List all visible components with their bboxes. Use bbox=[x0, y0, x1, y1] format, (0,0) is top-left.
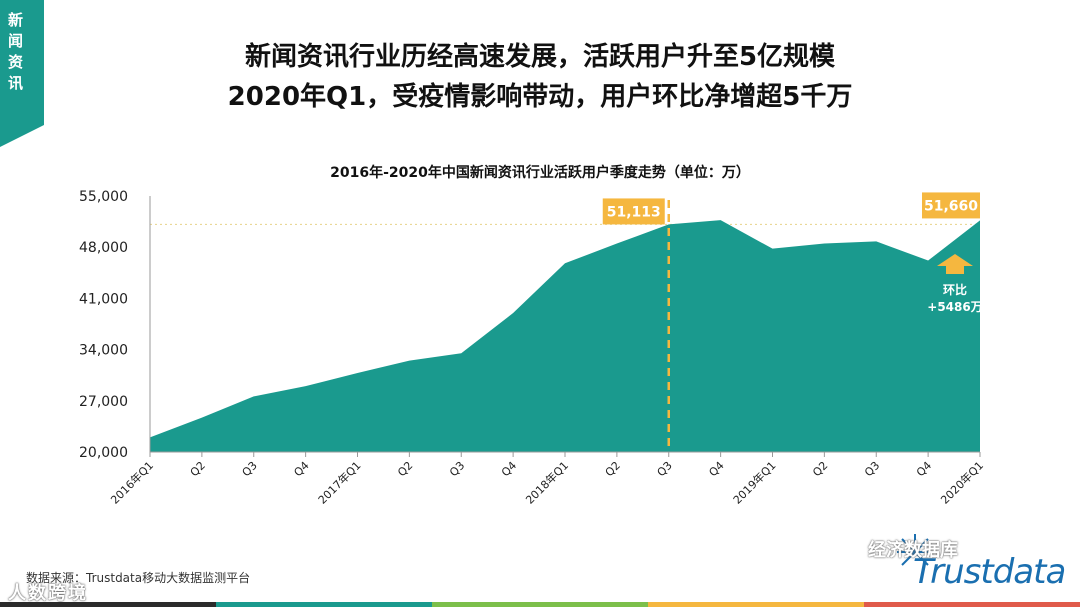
y-tick-label: 20,000 bbox=[79, 445, 128, 461]
bar-segment bbox=[216, 602, 432, 607]
change-label-line1: 环比 bbox=[943, 282, 967, 297]
value-label-51660: 51,660 bbox=[924, 198, 978, 214]
y-tick-label: 27,000 bbox=[79, 394, 128, 410]
up-arrow-icon bbox=[937, 254, 973, 274]
section-tab-label: 新闻资讯 bbox=[8, 11, 24, 92]
bottom-color-bar bbox=[0, 602, 1080, 607]
value-label-51113: 51,113 bbox=[607, 204, 661, 220]
x-tick-label: 2018年Q1 bbox=[523, 458, 572, 507]
watermark-right: 经济数据库 bbox=[868, 540, 958, 561]
value-label-box bbox=[602, 198, 665, 225]
bar-segment bbox=[0, 602, 216, 607]
y-tick-label: 41,000 bbox=[79, 291, 128, 307]
series-area bbox=[150, 220, 980, 452]
y-tick-label: 55,000 bbox=[79, 189, 128, 205]
section-tab bbox=[0, 0, 44, 147]
x-tick-label: Q4 bbox=[291, 459, 311, 479]
x-tick-label: 2016年Q1 bbox=[108, 458, 157, 507]
x-tick-label: 2020年Q1 bbox=[938, 458, 987, 507]
brand-logo: Trustdata bbox=[913, 552, 1066, 592]
x-tick-label: Q3 bbox=[240, 459, 260, 479]
bar-segment bbox=[864, 602, 1080, 607]
x-tick-label: Q2 bbox=[188, 459, 208, 479]
y-tick-label: 48,000 bbox=[79, 240, 128, 256]
value-label-box bbox=[922, 192, 980, 219]
x-tick-label: Q2 bbox=[395, 459, 415, 479]
change-label-line2: +5486万 bbox=[927, 300, 982, 314]
data-source-note: 数据来源：Trustdata移动大数据监测平台 bbox=[26, 571, 251, 585]
bar-segment bbox=[432, 602, 648, 607]
headline-line-2: 2020年Q1，受疫情影响带动，用户环比净增超5千万 bbox=[227, 82, 853, 112]
x-tick-label: 2019年Q1 bbox=[730, 458, 779, 507]
x-tick-label: Q4 bbox=[914, 459, 934, 479]
x-tick-label: Q2 bbox=[810, 459, 830, 479]
x-tick-label: Q2 bbox=[603, 459, 623, 479]
watermark-left: 人数跨境 bbox=[8, 583, 88, 604]
bar-segment bbox=[648, 602, 864, 607]
x-tick-label: 2017年Q1 bbox=[315, 458, 364, 507]
x-tick-label: Q3 bbox=[447, 459, 467, 479]
y-tick-label: 34,000 bbox=[79, 343, 128, 359]
x-tick-label: Q3 bbox=[862, 459, 882, 479]
x-tick-label: Q3 bbox=[655, 459, 675, 479]
chart-title: 2016年-2020年中国新闻资讯行业活跃用户季度走势（单位：万） bbox=[330, 165, 750, 181]
x-tick-label: Q4 bbox=[499, 459, 519, 479]
headline-line-1: 新闻资讯行业历经高速发展，活跃用户升至5亿规模 bbox=[244, 42, 836, 72]
x-tick-label: Q4 bbox=[706, 459, 726, 479]
brand-burst-icon bbox=[897, 534, 933, 566]
